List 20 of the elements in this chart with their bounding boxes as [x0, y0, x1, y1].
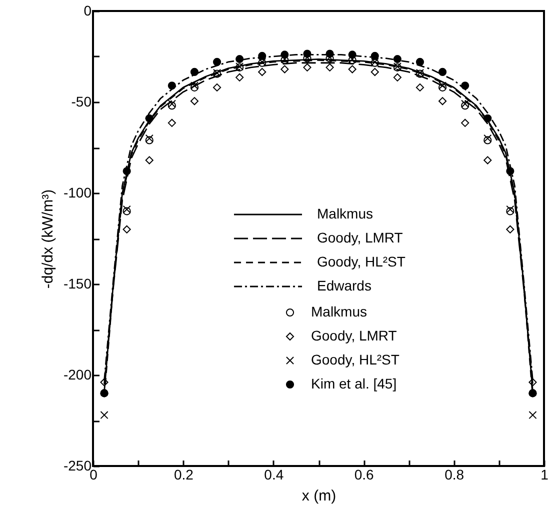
y-tick-label: 0 [84, 2, 92, 18]
x-tick-label: 0.8 [444, 466, 464, 482]
legend-label: Kim et al. [45] [311, 376, 397, 392]
x-tick-label: 0.2 [174, 466, 194, 482]
y-tick-label: -100 [63, 184, 92, 200]
y-tick-label: -150 [63, 276, 92, 292]
y-tick-label: -200 [63, 366, 92, 382]
x-axis-title: x (m) [302, 488, 336, 504]
y-axis-title: -dq/dx (kW/m³) [39, 189, 56, 289]
y-tick-label: -50 [71, 94, 92, 110]
x-tick-label: 0.6 [354, 466, 374, 482]
x-tick-label: 1 [540, 466, 549, 482]
legend-label: Goody, LMRT [311, 328, 398, 344]
legend-label: Malkmus [311, 304, 368, 320]
legend-label: Malkmus [317, 206, 374, 222]
x-tick-label: 0.4 [264, 466, 284, 482]
legend-label: Edwards [317, 278, 372, 294]
legend-label: Goody, LMRT [317, 230, 404, 246]
legend-label: Goody, HL²ST [317, 254, 406, 270]
legend-label: Goody, HL²ST [311, 352, 400, 368]
